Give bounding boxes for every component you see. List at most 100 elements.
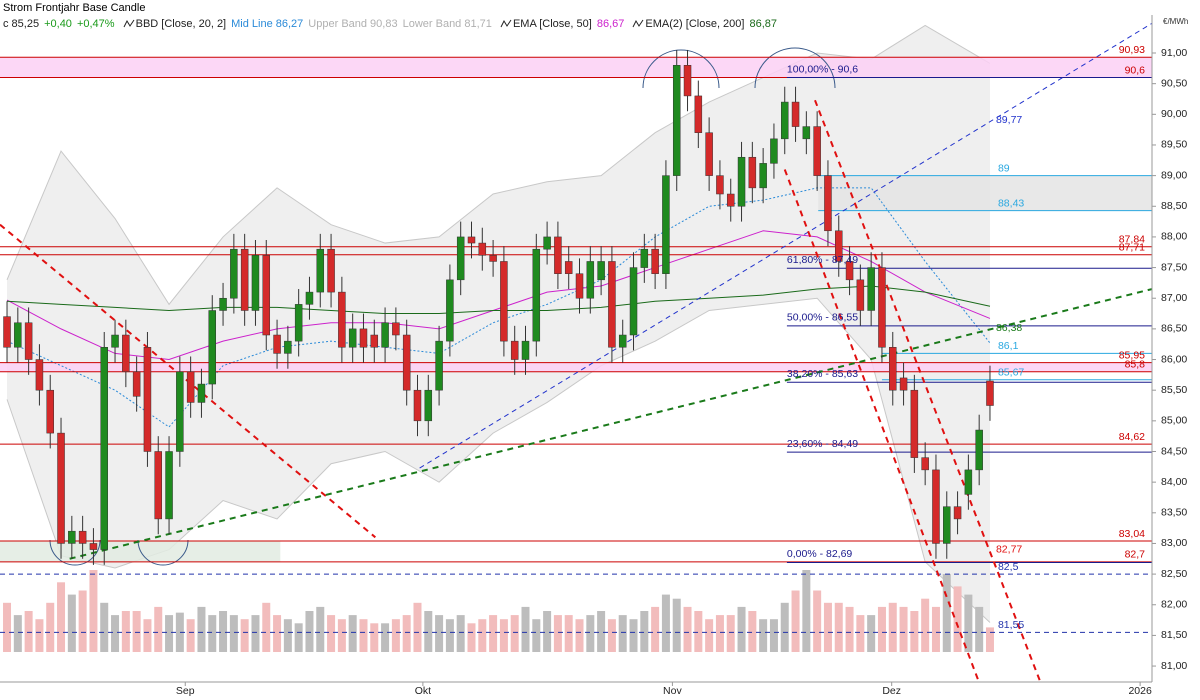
y-tick-label: 85,00 — [1161, 415, 1187, 427]
candle-body — [89, 543, 98, 550]
level-label: 87,84 — [1119, 234, 1145, 246]
candle-body — [165, 451, 173, 520]
volume-bar — [543, 611, 552, 652]
volume-bar — [834, 602, 843, 652]
volume-bar — [370, 623, 379, 652]
volume-bar — [640, 611, 649, 652]
pattern-arc — [642, 49, 720, 89]
y-tick-label: 89,50 — [1161, 139, 1187, 151]
candle-body — [500, 261, 508, 342]
fib-label: 61,80% - 87,49 — [787, 254, 858, 266]
candle-body — [100, 347, 108, 550]
volume-bar — [262, 602, 271, 652]
legend-item: EMA [Close, 50] — [512, 18, 592, 30]
trend-line — [419, 22, 1152, 469]
level-label: 85,67 — [998, 367, 1024, 379]
fib-label: 50,00% - 86,55 — [787, 312, 858, 324]
y-tick-label: 88,00 — [1161, 231, 1187, 243]
upper-band — [6, 24, 991, 306]
candle-body — [694, 95, 703, 133]
legend-item: Mid Line 86,27 — [231, 18, 304, 30]
volume-bar — [769, 619, 778, 652]
candle-body — [230, 248, 238, 299]
candle-body — [597, 261, 605, 281]
volume-bar — [445, 619, 454, 652]
volume-bar — [456, 615, 465, 652]
trend-label: 82,77 — [996, 543, 1022, 555]
candle-body — [370, 334, 379, 348]
volume-bar — [100, 602, 109, 652]
candle-body — [510, 340, 519, 360]
volume-bar — [532, 619, 541, 652]
volume-bar — [748, 611, 757, 652]
header: Strom Frontjahr Base Candle c 85,25 +0,40… — [3, 0, 782, 32]
volume-bar — [661, 594, 670, 652]
candle-body — [240, 248, 249, 311]
volume-bar — [478, 619, 487, 652]
volume-bar — [802, 570, 811, 652]
candle-body — [262, 255, 271, 336]
volume-bar — [629, 619, 638, 652]
candle-body — [543, 236, 551, 250]
candle-body — [651, 248, 659, 274]
candle-body — [910, 389, 919, 458]
volume-bar — [89, 570, 98, 652]
x-tick-label: Nov — [663, 685, 682, 697]
legend-item: +0,47% — [76, 18, 115, 30]
y-tick-label: 90,50 — [1161, 77, 1187, 89]
candle-body — [338, 291, 346, 348]
volume-bar — [46, 602, 55, 652]
volume-bar — [651, 606, 660, 652]
candle-body — [3, 316, 11, 348]
volume-bar — [737, 606, 746, 652]
candle-body — [780, 101, 789, 140]
legend-item: Lower Band 81,71 — [402, 18, 492, 30]
volume-bar — [294, 623, 303, 652]
title: Strom Frontjahr Base Candle — [3, 2, 146, 14]
pattern-arc — [754, 47, 836, 89]
volume-bar — [845, 606, 854, 652]
volume-bar — [867, 615, 876, 652]
volume-bar — [553, 615, 562, 652]
candle-body — [878, 267, 886, 348]
candle-body — [899, 377, 908, 391]
volume-bar — [910, 611, 919, 652]
volume-bar — [597, 611, 606, 652]
y-tick-label: 82,00 — [1161, 599, 1187, 611]
level-label: 90,6 — [1125, 64, 1146, 76]
trend-label: 89,77 — [996, 114, 1022, 126]
candle-body — [813, 126, 821, 176]
candle-body — [964, 469, 973, 495]
y-tick-label: 83,00 — [1161, 537, 1187, 549]
volume-bar — [402, 615, 411, 652]
trend-line — [69, 288, 1152, 560]
candle-body — [629, 267, 638, 336]
volume-bar — [3, 602, 12, 652]
x-tick-label: Okt — [415, 685, 431, 697]
volume-bar — [229, 615, 238, 652]
volume-bar — [499, 619, 508, 652]
zone — [818, 175, 1152, 211]
candle-body — [132, 371, 141, 397]
y-tick-label: 90,00 — [1161, 108, 1187, 120]
candle-body — [413, 389, 422, 422]
fib-label: 0,00% - 82,69 — [787, 548, 853, 560]
y-tick-label: 84,50 — [1161, 445, 1187, 457]
volume-bar — [381, 623, 390, 652]
x-tick-label: Sep — [176, 685, 195, 697]
candle-body — [921, 457, 929, 471]
volume-bar — [348, 615, 357, 652]
candle-body — [381, 322, 389, 348]
y-tick-label: 87,00 — [1161, 292, 1187, 304]
candle-body — [791, 101, 800, 127]
legend-item: +0,40 — [44, 18, 72, 30]
volume-bar — [694, 611, 703, 652]
candle-body — [143, 347, 152, 452]
candle-body — [943, 506, 951, 544]
candle-body — [835, 230, 843, 262]
candle-body — [251, 255, 260, 311]
volume-bar — [121, 611, 130, 652]
y-tick-label: 86,50 — [1161, 323, 1187, 335]
level-label: 86,1 — [998, 340, 1019, 352]
candle-body — [197, 383, 206, 403]
